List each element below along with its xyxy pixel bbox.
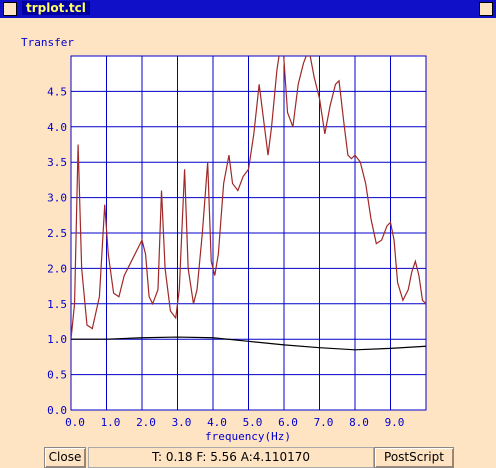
y-tick-label: 1.5 [47,298,67,311]
x-tick-label: 9.0 [385,416,405,429]
y-tick-label: 0.0 [47,404,67,417]
plot-frame [70,55,427,411]
postscript-button[interactable]: PostScript [374,447,454,468]
data-line [71,56,426,340]
y-tick-label: 3.0 [47,192,67,205]
window-menu[interactable] [3,2,17,16]
x-tick-label: 6.0 [278,416,298,429]
y-tick-label: 2.5 [47,227,67,240]
close-button[interactable]: Close [44,447,86,468]
x-tick-label: 7.0 [314,416,334,429]
x-tick-label: 1.0 [101,416,121,429]
maximize-button[interactable] [479,2,493,16]
title-bar: trplot.tcl [0,0,496,18]
chart: Transfer frequency(Hz) 0.0 0.5 1.0 1.5 2.0 2.… [21,36,427,443]
x-tick-label: 0.0 [65,416,85,429]
x-tick-label: 4.0 [207,416,227,429]
y-tick-label: 3.5 [47,156,67,169]
x-tick-label: 5.0 [243,416,263,429]
data-line [71,336,426,351]
y-tick-label: 1.0 [47,333,67,346]
status-text: T: 0.18 F: 5.56 A:4.110170 [88,447,374,468]
x-tick-label: 8.0 [349,416,369,429]
y-tick-label: 2.0 [47,262,67,275]
window-title: trplot.tcl [22,1,90,15]
x-tick-label: 2.0 [136,416,156,429]
y-tick-label: 4.0 [47,121,67,134]
y-tick-label: 4.5 [47,85,67,98]
y-tick-label: 0.5 [47,369,67,382]
x-tick-label: 3.0 [172,416,192,429]
y-axis-label: Transfer [21,36,74,49]
x-axis-label: frequency(Hz) [205,430,291,443]
